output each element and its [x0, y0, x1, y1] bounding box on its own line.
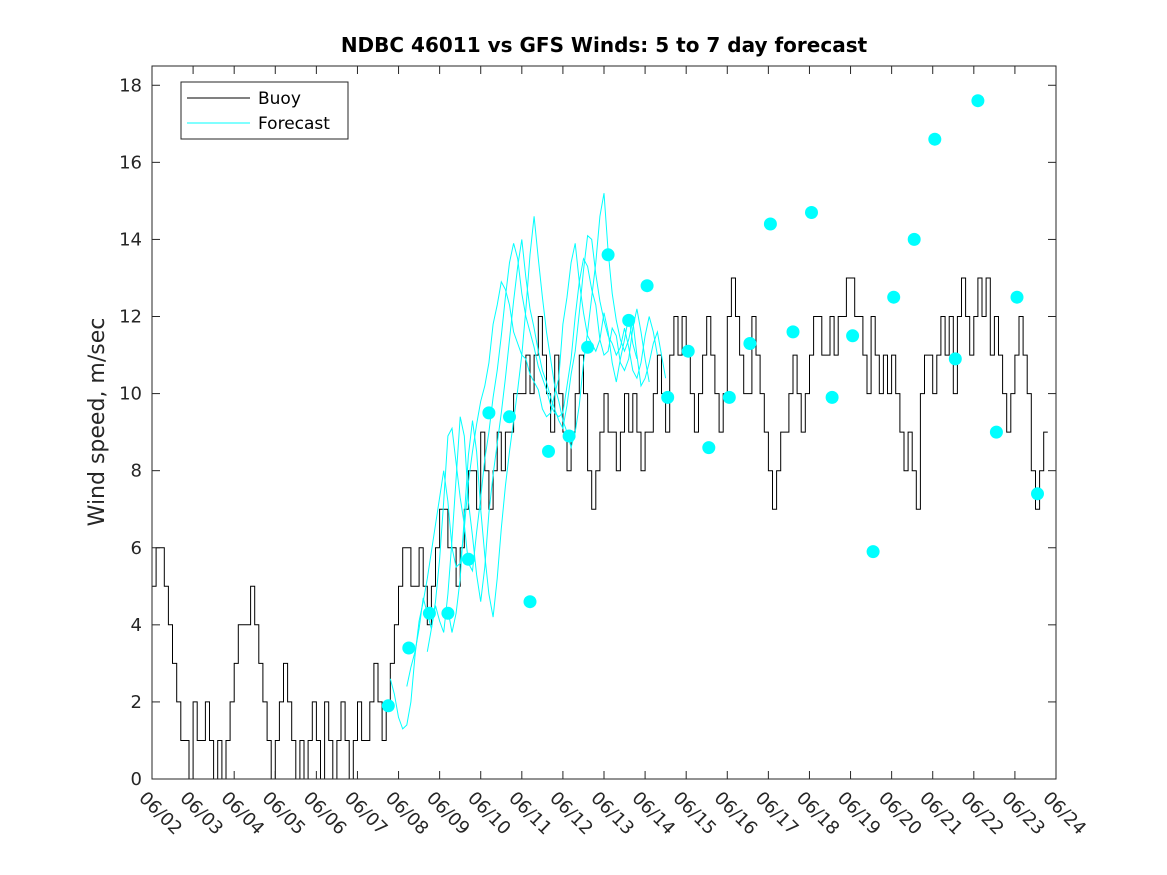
buoy-series-line — [152, 277, 1048, 779]
y-tick-label: 0 — [131, 769, 142, 790]
y-tick-label: 18 — [119, 75, 142, 96]
forecast-marker-31 — [989, 425, 1003, 439]
forecast-marker-25 — [866, 545, 880, 559]
forecast-marker-26 — [887, 290, 901, 304]
y-tick-label: 6 — [131, 538, 142, 559]
forecast-marker-11 — [581, 340, 595, 354]
chart-title: NDBC 46011 vs GFS Winds: 5 to 7 day fore… — [341, 33, 868, 57]
forecast-marker-22 — [805, 206, 818, 219]
y-tick-label: 10 — [119, 384, 142, 405]
forecast-marker-14 — [640, 279, 654, 293]
legend-forecast-label: Forecast — [258, 114, 330, 134]
forecast-marker-6 — [482, 406, 496, 420]
forecast-marker-9 — [542, 444, 555, 458]
forecast-marker-28 — [928, 132, 942, 146]
forecast-marker-13 — [622, 313, 636, 327]
forecast-marker-5 — [461, 552, 475, 566]
forecast-marker-24 — [846, 329, 860, 343]
forecast-marker-32 — [1010, 290, 1024, 304]
forecast-marker-23 — [825, 390, 839, 404]
forecast-marker-33 — [1031, 487, 1044, 501]
forecast-marker-30 — [971, 94, 985, 108]
forecast-series-line-1 — [389, 243, 638, 730]
forecast-marker-29 — [948, 352, 962, 366]
forecast-marker-1 — [381, 699, 395, 713]
y-tick-label: 14 — [119, 229, 142, 250]
legend: Buoy Forecast — [180, 81, 349, 140]
forecast-marker-17 — [702, 441, 716, 455]
forecast-marker-21 — [786, 325, 800, 339]
y-tick-label: 12 — [119, 307, 142, 328]
forecast-series-line-3 — [426, 234, 658, 652]
y-tick-label: 8 — [131, 461, 142, 482]
forecast-marker-18 — [722, 390, 736, 404]
y-tick-label: 2 — [131, 692, 142, 713]
forecast-marker-16 — [681, 344, 695, 358]
forecast-marker-10 — [562, 429, 576, 443]
forecast-series-line-2 — [406, 243, 650, 687]
forecast-marker-2 — [402, 641, 416, 655]
forecast-marker-19 — [743, 337, 757, 350]
forecast-series-line-4 — [447, 193, 667, 633]
forecast-marker-7 — [503, 410, 516, 424]
forecast-marker-4 — [441, 606, 455, 620]
forecast-marker-27 — [907, 232, 921, 246]
forecast-marker-15 — [661, 390, 675, 404]
legend-box — [180, 81, 349, 140]
forecast-marker-12 — [601, 248, 615, 262]
forecast-marker-20 — [763, 217, 777, 231]
forecast-marker-8 — [523, 595, 537, 609]
forecast-marker-3 — [422, 606, 436, 620]
y-axis-label: Wind speed, m/sec — [85, 318, 110, 527]
legend-buoy-label: Buoy — [258, 89, 301, 109]
y-tick-label: 16 — [119, 152, 142, 173]
y-tick-label: 4 — [131, 615, 142, 636]
